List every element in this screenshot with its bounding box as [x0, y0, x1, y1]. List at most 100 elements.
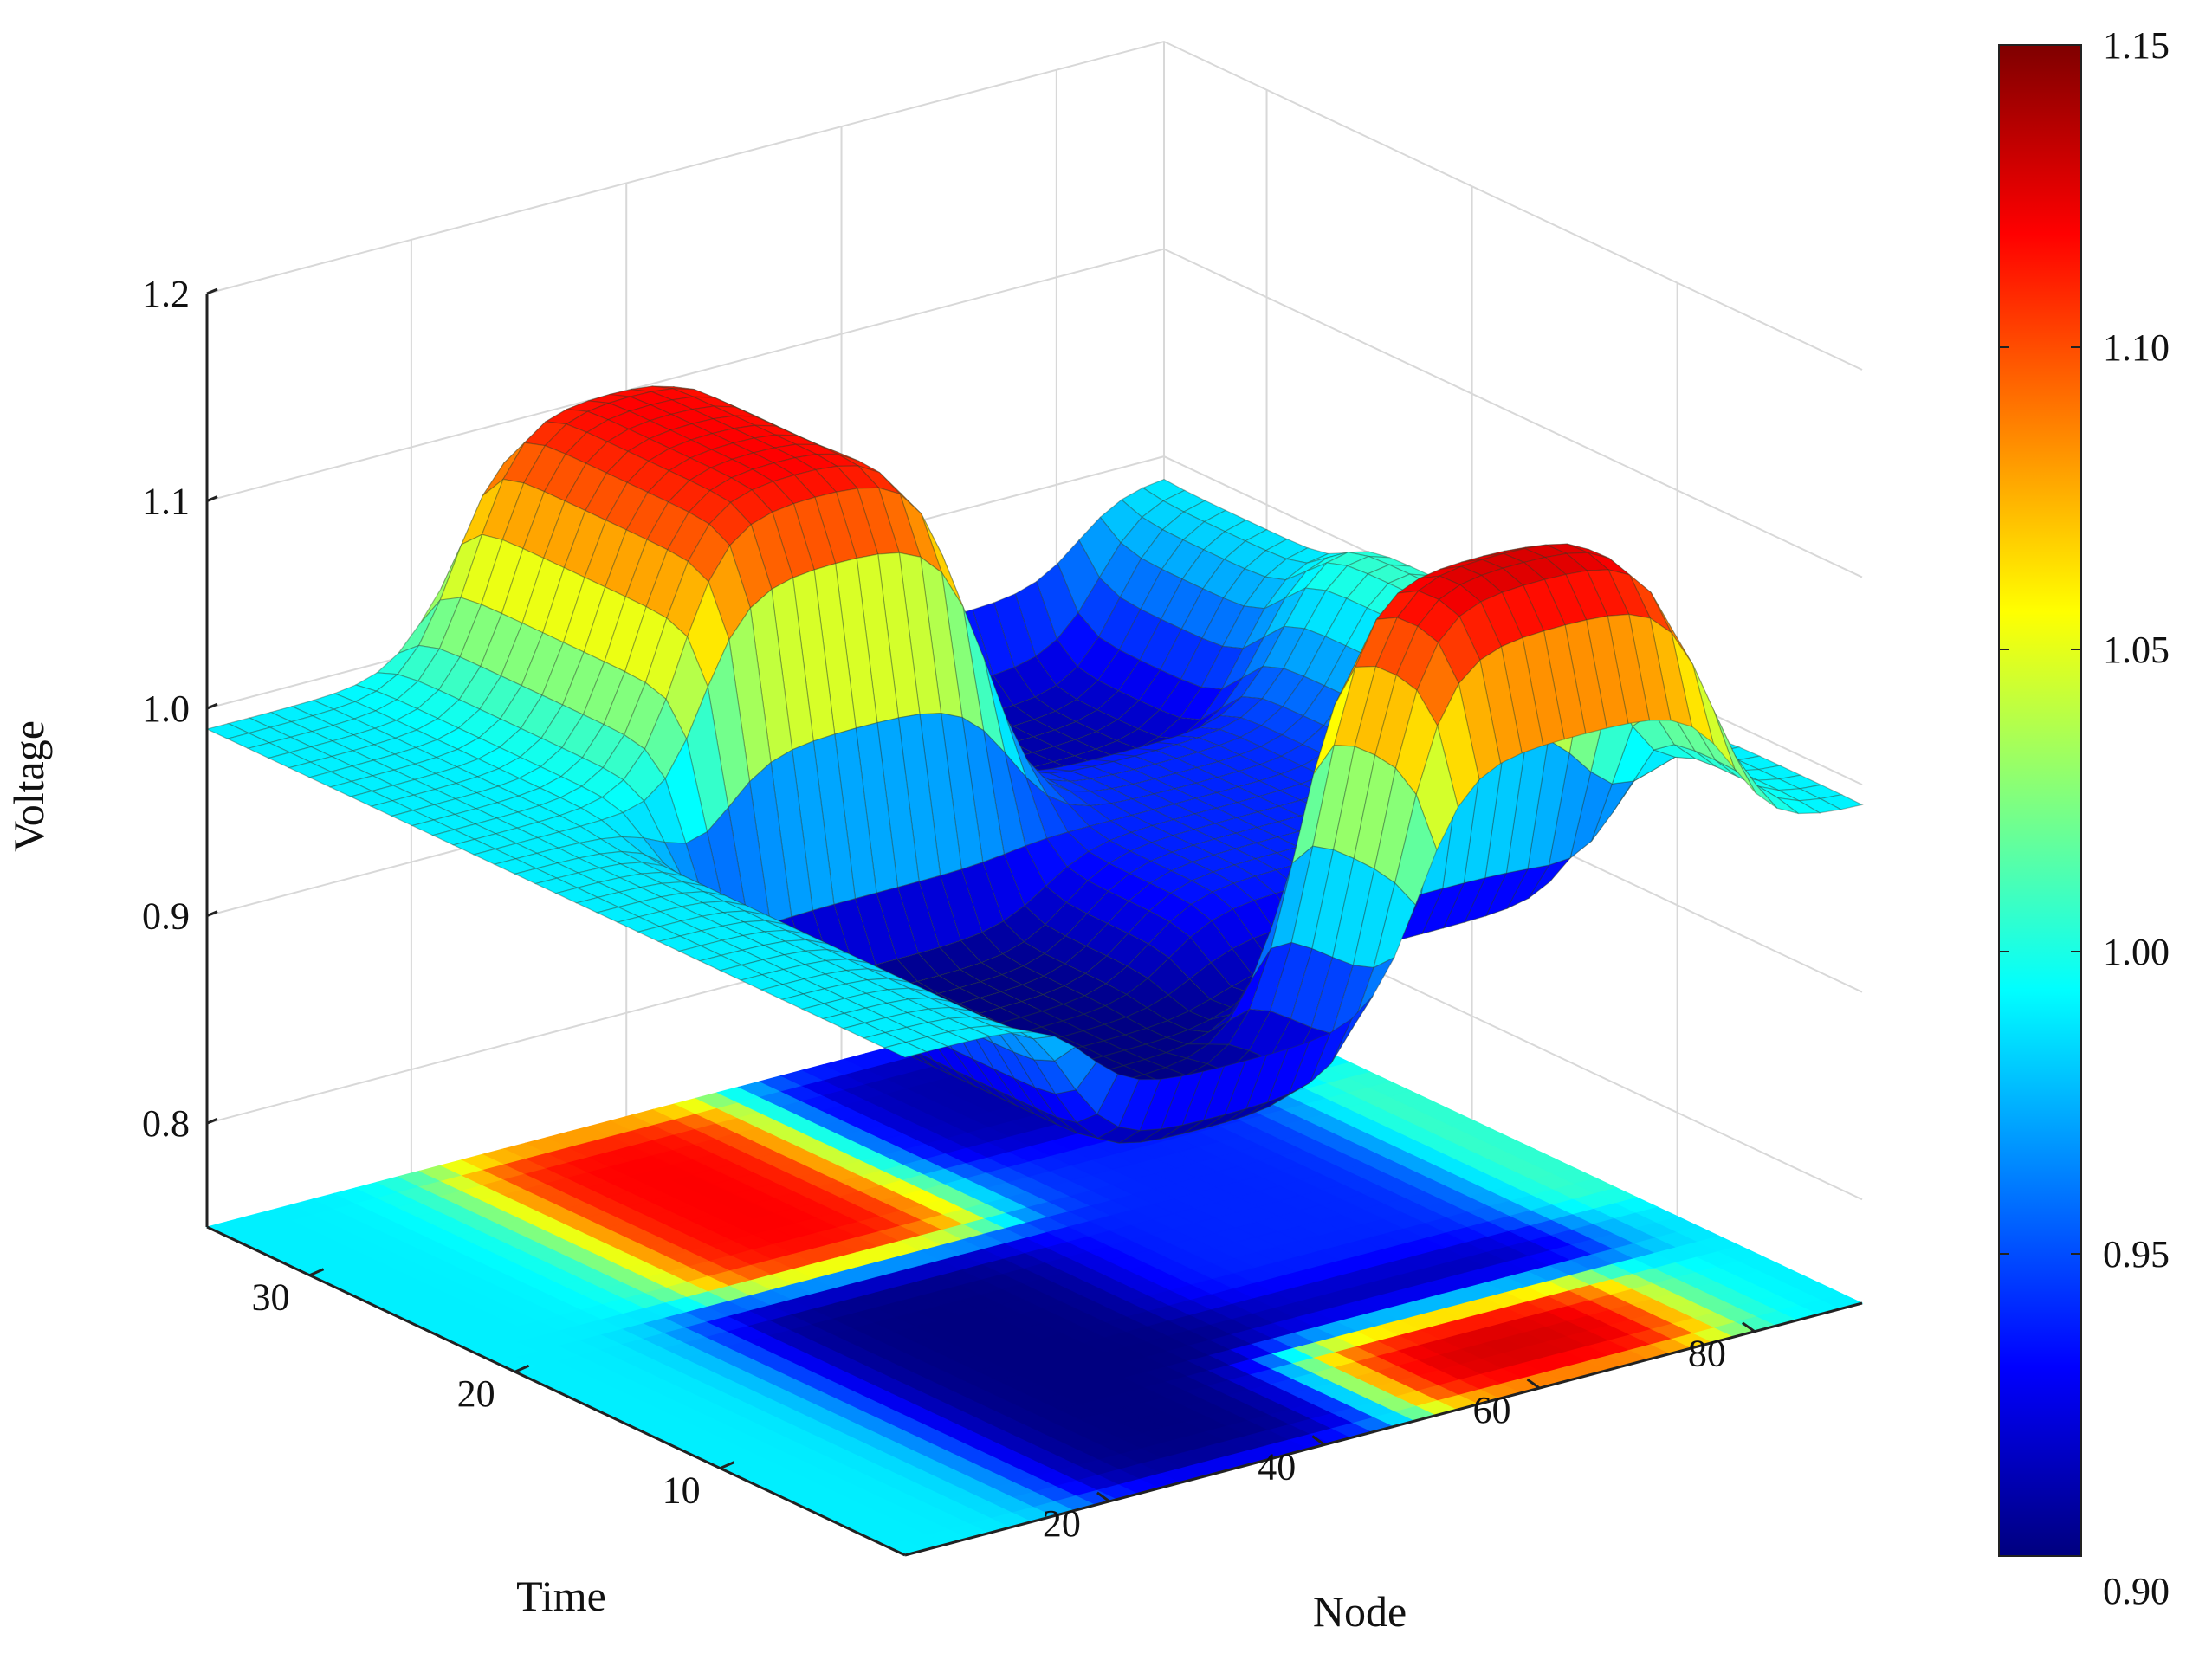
- surface-cell: [792, 496, 837, 571]
- surface-cell: [708, 501, 753, 546]
- surface-cell: [1139, 1075, 1183, 1132]
- surface-cell: [1086, 862, 1131, 892]
- colorbar-tick-label: 1.10: [2103, 326, 2170, 369]
- surface-cell: [1181, 1065, 1226, 1127]
- y-axis-label: Time: [516, 1572, 606, 1620]
- surface-cell: [1204, 1107, 1247, 1129]
- surface-cell: [926, 1017, 972, 1033]
- surface-cell: [480, 612, 523, 677]
- surface-cell: [1042, 963, 1087, 987]
- surface-cell: [1137, 709, 1181, 738]
- surface-cell: [1734, 755, 1778, 809]
- surface-cell: [1173, 782, 1219, 799]
- surface-cell: [982, 728, 1026, 856]
- surface-cell: [1052, 739, 1097, 757]
- surface-cell: [1122, 1043, 1168, 1061]
- surface-cell: [1305, 552, 1349, 572]
- colorbar-ticks: 1.15 1.10 1.05 1.00 0.95 0.90: [1999, 24, 2170, 1612]
- surface-cell: [566, 400, 610, 412]
- surface-cell: [1191, 854, 1236, 873]
- surface-cell: [1756, 785, 1799, 815]
- surface-cell: [248, 711, 294, 728]
- z-tick-mark: [206, 287, 218, 295]
- surface-cell: [1505, 864, 1550, 910]
- surface-cell: [744, 910, 787, 926]
- surface-cell: [1087, 840, 1132, 864]
- surface-cell: [605, 529, 648, 597]
- surface-cell: [1064, 945, 1108, 975]
- surface-cell: [1160, 1070, 1204, 1130]
- surface-cell: [1756, 778, 1802, 791]
- surface-cell: [1167, 978, 1212, 1012]
- surface-cell: [373, 720, 418, 739]
- z-tick-mark: [206, 495, 218, 502]
- surface-cell: [731, 424, 778, 439]
- surface-cell: [1312, 745, 1355, 851]
- surface-cell: [1484, 868, 1530, 917]
- surface-cell: [1224, 1054, 1268, 1116]
- y-tick-label: 10: [663, 1469, 701, 1512]
- surface-cell: [1612, 768, 1655, 813]
- surface-cell: [1500, 636, 1544, 754]
- surface-cell: [588, 393, 631, 404]
- surface-cell: [1220, 636, 1265, 691]
- surface-cell: [1522, 578, 1566, 632]
- surface-cell: [501, 482, 546, 550]
- surface-cell: [1309, 1017, 1354, 1083]
- surface-cell: [1168, 936, 1212, 980]
- z-tick-mark: [206, 702, 218, 710]
- surface-cell: [1325, 565, 1369, 599]
- surface-cell: [1627, 613, 1672, 721]
- surface-cell: [792, 569, 836, 742]
- surface-cell: [1004, 752, 1048, 847]
- surface-cell: [689, 432, 734, 450]
- surface-cell: [598, 863, 644, 879]
- surface-cell: [1050, 764, 1093, 772]
- surface-cell: [561, 651, 605, 716]
- surface-cell: [1181, 520, 1226, 551]
- surface-cell: [480, 539, 524, 615]
- surface-cell: [1522, 630, 1565, 746]
- surface-cell: [1501, 584, 1545, 639]
- surface-cell: [946, 1027, 993, 1042]
- surface-cell: [1270, 844, 1314, 950]
- surface-cell: [754, 424, 798, 436]
- surface-cell: [514, 852, 559, 869]
- surface-cell: [1032, 1035, 1077, 1062]
- surface-cell: [729, 489, 773, 526]
- y-tick-mark: [308, 1268, 325, 1277]
- surface-cell: [267, 752, 313, 769]
- surface-cell: [980, 953, 1025, 976]
- surface-cell: [1233, 842, 1279, 860]
- surface-cell: [1092, 753, 1135, 763]
- surface-cell: [1099, 499, 1143, 544]
- surface-cell: [372, 753, 417, 771]
- x-axis-line: [904, 1301, 1863, 1557]
- surface-cell: [888, 978, 931, 993]
- grid-line: [206, 40, 1863, 371]
- surface-cell: [1585, 615, 1629, 729]
- surface-cell: [649, 388, 695, 401]
- surface-cell: [1375, 590, 1420, 620]
- surface-cell: [1250, 862, 1293, 982]
- surface-cell: [1400, 888, 1444, 940]
- surface-cell: [800, 1003, 846, 1020]
- surface-cell: [1245, 1048, 1289, 1110]
- tick-labels: 0.8 0.9 1.0 1.1 1.2 20 40 60 80 10 20 30: [142, 273, 1756, 1545]
- surface-cell: [1142, 478, 1187, 502]
- surface-cell: [1212, 864, 1257, 884]
- surface-cell: [1133, 750, 1179, 765]
- surface-cell: [1150, 818, 1196, 836]
- surface-cell: [1461, 552, 1504, 563]
- surface-cell: [622, 800, 666, 843]
- surface-cell: [883, 1042, 928, 1058]
- x-tick-label: 60: [1473, 1389, 1511, 1431]
- x-tick-mark: [1311, 1435, 1326, 1446]
- surface-cell: [1139, 618, 1183, 671]
- colorbar-gradient: [1998, 44, 2082, 1557]
- surface-cell: [1287, 1031, 1332, 1095]
- surface-cell: [1694, 750, 1737, 777]
- x-tick-mark: [1741, 1321, 1756, 1333]
- y-tick-mark: [720, 1461, 735, 1470]
